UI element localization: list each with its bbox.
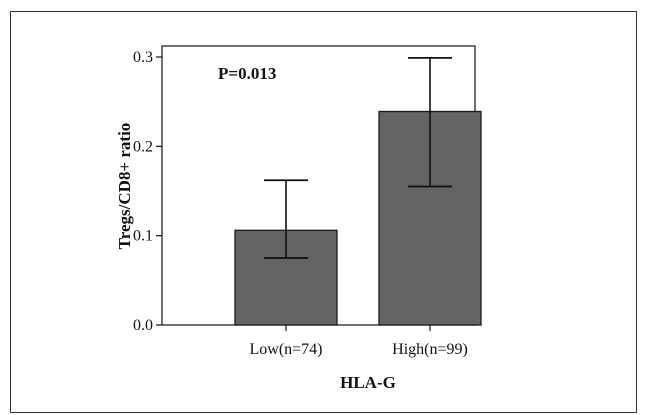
y-tick-label: 0.1	[133, 228, 153, 245]
annotation-p-value: P=0.013	[218, 64, 276, 83]
y-tick-label: 0.2	[133, 138, 153, 155]
y-axis-ticks: 0.0 0.1 0.2 0.3	[133, 49, 162, 334]
y-tick-label: 0.3	[133, 49, 153, 66]
x-axis-title: HLA-G	[340, 373, 396, 392]
x-tick-label: High(n=99)	[392, 341, 468, 358]
x-tick-label: Low(n=74)	[249, 341, 322, 358]
error-bars	[264, 56, 452, 259]
figure-frame	[10, 11, 637, 413]
x-axis-ticks: Low(n=74) High(n=99)	[249, 325, 468, 358]
y-tick-label: 0.0	[133, 317, 153, 334]
y-axis-title: Tregs/CD8+ ratio	[115, 123, 134, 250]
bars	[234, 110, 482, 326]
